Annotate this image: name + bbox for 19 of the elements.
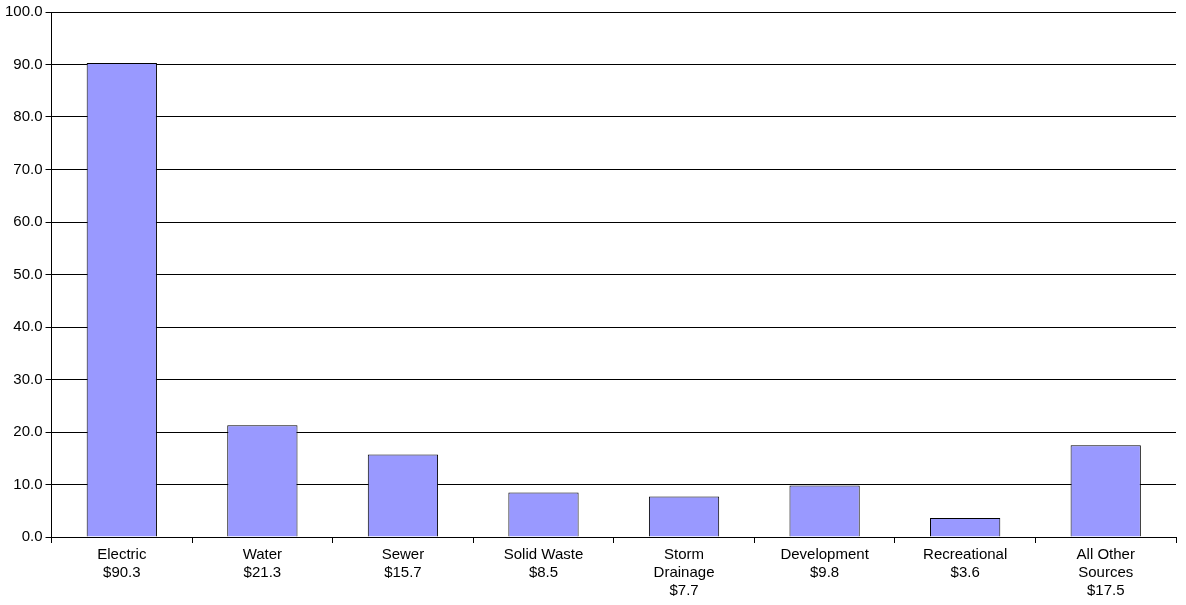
x-tick-label: Development $9.8 [780, 545, 870, 581]
y-tick-label: 40.0 [13, 317, 43, 335]
y-tick-label: 10.0 [13, 474, 43, 492]
x-tick-label: Electric $90.3 [97, 545, 147, 581]
x-tick-label: Solid Waste $8.5 [503, 545, 584, 581]
y-tick-label: 70.0 [13, 159, 43, 177]
x-tick-label: Storm Drainage $7.7 [653, 545, 715, 599]
y-tick-label: 0.0 [21, 527, 43, 545]
y-tick-label: 100.0 [4, 2, 43, 20]
y-tick-label: 80.0 [13, 107, 43, 125]
x-tick-label: All Other Sources $17.5 [1076, 545, 1135, 599]
y-tick-label: 30.0 [13, 369, 43, 387]
x-tick-label: Sewer $15.7 [381, 545, 425, 581]
x-tick-label: Water $21.3 [242, 545, 283, 581]
x-tick-label: Recreational $3.6 [923, 545, 1008, 581]
y-tick-label: 60.0 [13, 212, 43, 230]
y-tick-label: 50.0 [13, 264, 43, 282]
y-tick-label: 90.0 [13, 54, 43, 72]
y-tick-label: 20.0 [13, 422, 43, 440]
